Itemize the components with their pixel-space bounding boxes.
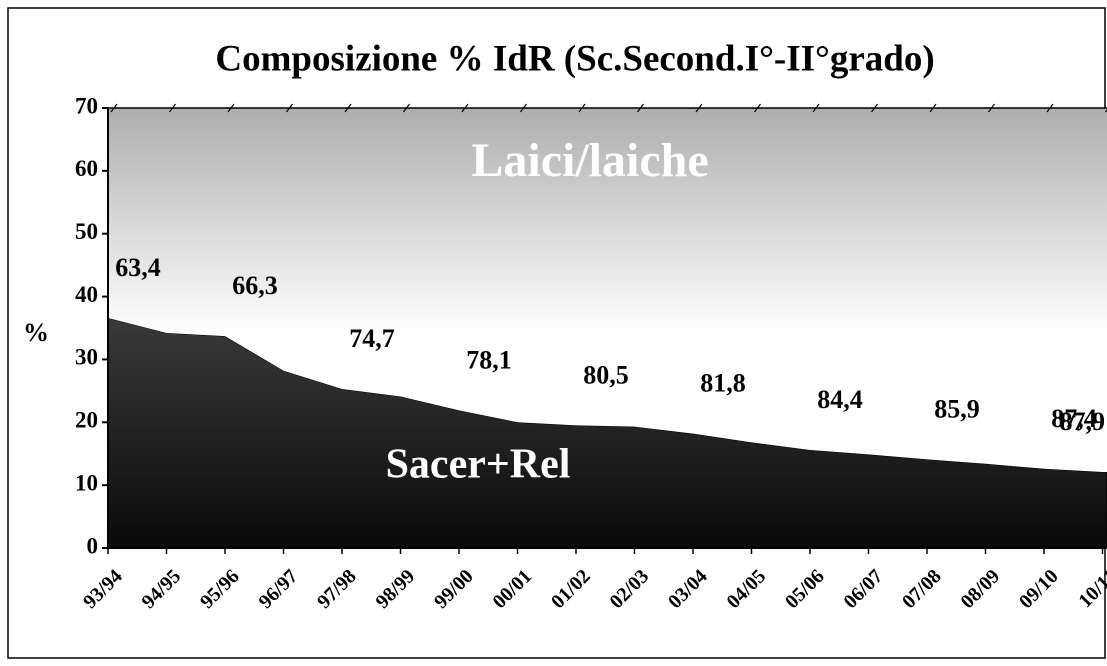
data-label: 85,9	[934, 394, 980, 423]
y-tick-label: 0	[87, 533, 99, 558]
series-label: Laici/laiche	[471, 134, 708, 187]
data-label: 74,7	[349, 324, 395, 353]
data-label: 66,3	[232, 271, 278, 300]
data-label: 80,5	[583, 360, 629, 389]
data-label: 63,4	[115, 253, 161, 282]
y-tick-label: 10	[75, 470, 98, 495]
y-tick-label: 20	[75, 408, 98, 433]
data-label: 84,4	[817, 385, 863, 414]
data-label: 87,9	[1060, 407, 1106, 436]
y-axis-label: %	[23, 318, 49, 347]
data-label: 78,1	[466, 345, 512, 374]
y-tick-label: 60	[75, 156, 98, 181]
y-tick-label: 30	[75, 345, 98, 370]
y-tick-label: 40	[75, 282, 98, 307]
y-tick-label: 50	[75, 219, 98, 244]
chart-title: Composizione % IdR (Sc.Second.I°-II°grad…	[215, 38, 934, 79]
data-label: 81,8	[700, 369, 746, 398]
series-label: Sacer+Rel	[386, 442, 571, 488]
y-tick-label: 70	[75, 93, 98, 118]
